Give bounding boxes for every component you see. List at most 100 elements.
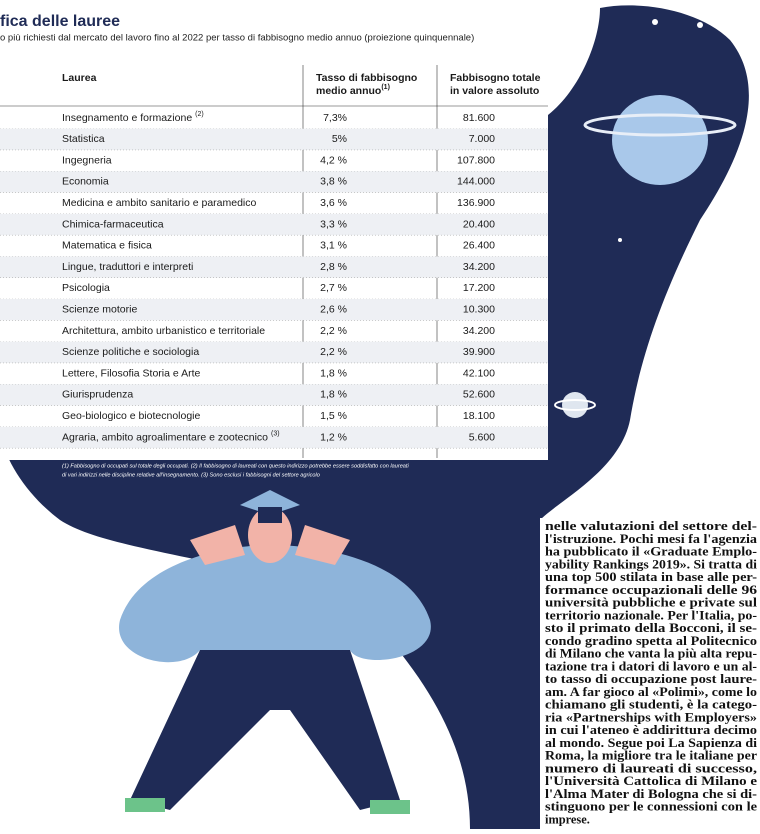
- article-line: Roma, la migliore tra le italiane per: [545, 749, 758, 763]
- column-header: Fabbisogno totale in valore assoluto: [450, 72, 541, 97]
- article-bg: [540, 518, 760, 829]
- article-line: numero di laureati di successo,: [545, 761, 757, 775]
- rate: 1,5 %: [320, 410, 347, 422]
- row-band: [0, 299, 548, 321]
- rate: 2,7 %: [320, 282, 347, 294]
- star: [697, 22, 703, 28]
- rate: 3,8 %: [320, 176, 347, 188]
- article-line: ria «Partnerships with Employers»: [545, 710, 757, 724]
- article-line: una top 500 stilata in base alle per-: [545, 570, 757, 584]
- article-line: l'Università Cattolica di Milano e: [545, 774, 758, 788]
- article-line: nelle valutazioni del settore del-: [545, 519, 757, 533]
- rate: 3,3 %: [320, 218, 347, 230]
- article-line: di Milano che vanta la più alta repu-: [545, 647, 757, 661]
- total: 42.100: [463, 367, 495, 379]
- row-label: Ingegneria: [62, 154, 112, 166]
- figure-legs: [130, 650, 400, 810]
- total: 144.000: [457, 176, 495, 188]
- rate: 2,6 %: [320, 303, 347, 315]
- header-line: Tasso di fabbisogno: [316, 72, 417, 84]
- total: 26.400: [463, 240, 495, 252]
- row-band: [0, 384, 548, 406]
- rate: 7,3%: [323, 112, 347, 124]
- header-line: in valore assoluto: [450, 85, 539, 97]
- row-label: Lettere, Filosofia Storia e Arte: [62, 367, 200, 379]
- rate: 3,1 %: [320, 240, 347, 252]
- article-line: al mondo. Segue poi La Sapienza di: [545, 736, 758, 750]
- total: 20.400: [463, 218, 495, 230]
- total: 81.600: [463, 112, 495, 124]
- row-label-text: Agraria, ambito agroalimentare e zootecn…: [62, 431, 268, 443]
- row-band: [0, 256, 548, 278]
- article-line: stinguono per le connessioni con le: [545, 800, 758, 814]
- planet-ring: [583, 113, 737, 137]
- total: 10.300: [463, 303, 495, 315]
- article-line: tazione tra i datori di lavoro e un al-: [545, 659, 757, 673]
- row-label: Psicologia: [62, 282, 110, 294]
- shoe: [125, 798, 165, 812]
- cap: [240, 490, 300, 515]
- total: 136.900: [457, 197, 495, 209]
- row-band: [0, 171, 548, 193]
- article-line: l'istruzione. Pochi mesi fa l'agenzia: [545, 532, 757, 546]
- rate: 1,8 %: [320, 389, 347, 401]
- row-label: Giurisprudenza: [62, 389, 133, 401]
- rate: 2,2 %: [320, 325, 347, 337]
- article-line: territorio nazionale. Per l'Italia, po-: [545, 608, 757, 622]
- row-band: [0, 426, 548, 449]
- title: fica delle lauree: [0, 13, 120, 30]
- row-label: Medicina e ambito sanitario e paramedico: [62, 197, 257, 209]
- total: 18.100: [463, 410, 495, 422]
- hand: [190, 525, 245, 565]
- total: 52.600: [463, 389, 495, 401]
- row-label: Statistica: [62, 133, 105, 145]
- footnote: (1) Fabbisogno di occupati sul totale de…: [62, 463, 409, 469]
- rate: 2,8 %: [320, 261, 347, 273]
- star: [18, 488, 22, 492]
- article-line: università pubbliche e private sul: [545, 596, 758, 610]
- row-label: Scienze politiche e sociologia: [62, 346, 199, 358]
- figure-body: [119, 545, 431, 663]
- total: 34.200: [463, 325, 495, 337]
- header-line: Fabbisogno totale: [450, 72, 541, 84]
- row-label-text: Insegnamento e formazione: [62, 112, 192, 124]
- row-label: Chimica-farmaceutica: [62, 218, 164, 230]
- article-line: imprese.: [545, 812, 590, 826]
- subtitle: o più richiesti dal mercato del lavoro f…: [0, 33, 474, 44]
- total: 5.600: [469, 431, 495, 443]
- header-line: medio annuo: [316, 85, 381, 97]
- row-label: Architettura, ambito urbanistico e terri…: [62, 325, 265, 337]
- shoe: [370, 800, 410, 814]
- article-line: in cui l'ateneo è addirittura decimo: [545, 723, 757, 737]
- note: (2): [195, 111, 204, 118]
- row-band: [0, 341, 548, 363]
- planet: [562, 392, 588, 418]
- footnote: di vari indirizzi nelle discipline relat…: [62, 472, 320, 478]
- article-line: am. A far gioco al «Polimi», come lo: [545, 685, 757, 699]
- article-line: chiamano gli studenti, è la catego-: [545, 698, 757, 712]
- rate: 1,2 %: [320, 431, 347, 443]
- article-line: ha pubblicato il «Graduate Emplo-: [545, 545, 757, 559]
- total: 17.200: [463, 282, 495, 294]
- article-line: condo gradino spetta al Politecnico: [545, 634, 757, 648]
- column-header: Tasso di fabbisogno medio annuo(1): [316, 72, 417, 97]
- rate: 2,2 %: [320, 346, 347, 358]
- rate: 1,8 %: [320, 367, 347, 379]
- column-header: Laurea: [62, 72, 97, 84]
- row-label: Lingue, traduttori e interpreti: [62, 261, 193, 273]
- planet: [612, 95, 708, 185]
- total: 7.000: [469, 133, 495, 145]
- article-line: sto il primato della Bocconi, il se-: [545, 621, 757, 635]
- article-line: formance occupazionali delle 96: [545, 583, 757, 597]
- rate: 5%: [332, 133, 347, 145]
- row-label: Economia: [62, 176, 109, 188]
- star: [652, 19, 658, 25]
- note: (1): [381, 84, 390, 91]
- article-line: to tasso di occupazione post laure-: [545, 672, 757, 686]
- row-band: [0, 128, 548, 150]
- rate: 4,2 %: [320, 154, 347, 166]
- total: 107.800: [457, 154, 495, 166]
- note: (3): [271, 430, 280, 437]
